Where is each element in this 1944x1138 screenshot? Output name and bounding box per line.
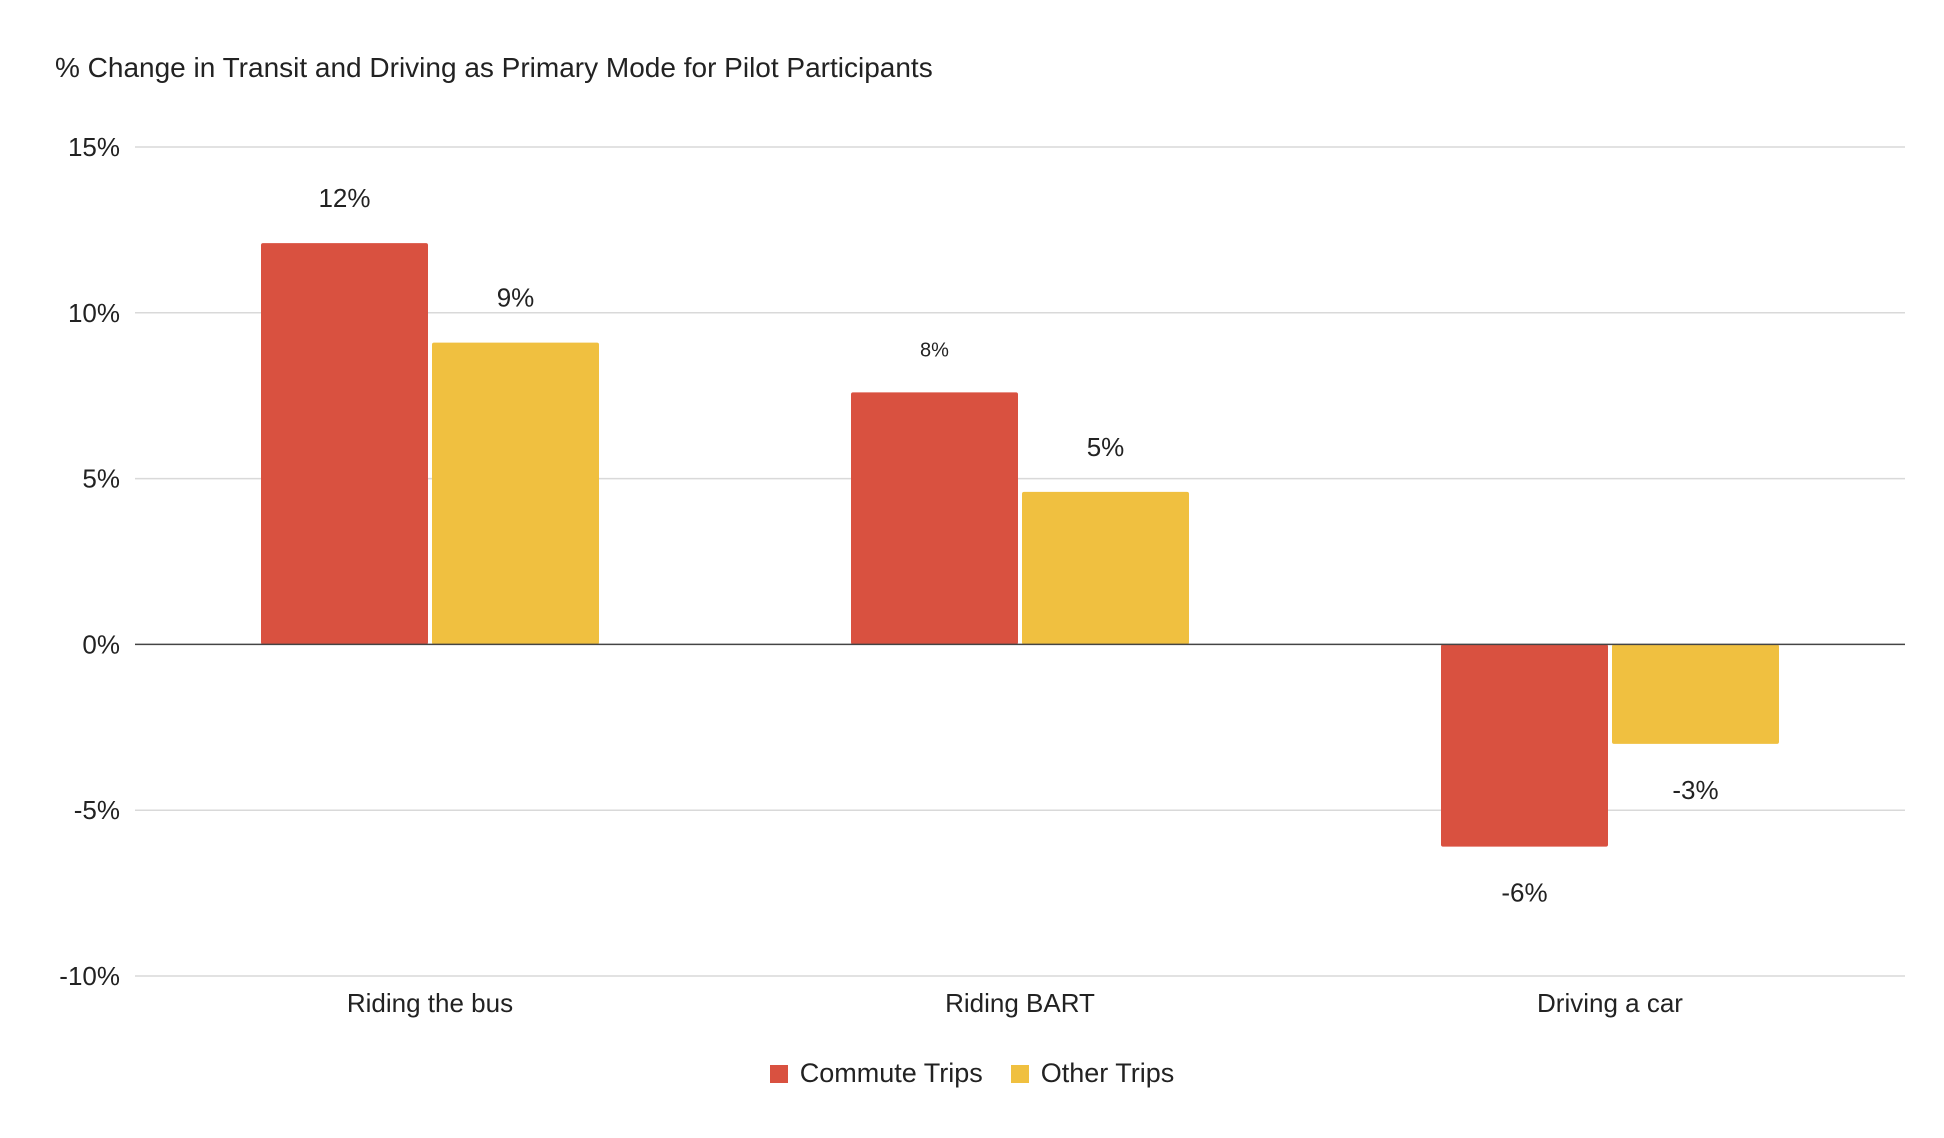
- chart-title: % Change in Transit and Driving as Prima…: [55, 52, 933, 83]
- data-label: 8%: [920, 339, 949, 361]
- bar-1-2: [1612, 644, 1779, 744]
- data-label: 12%: [318, 183, 370, 213]
- x-axis-ticks: Riding the bus Riding BART Driving a car: [347, 988, 1683, 1018]
- x-tick-label: Riding BART: [945, 988, 1095, 1018]
- legend-item: Commute Trips: [769, 1058, 983, 1089]
- data-label: -6%: [1501, 878, 1547, 908]
- x-tick-label: Riding the bus: [347, 988, 513, 1018]
- x-tick-label: Driving a car: [1537, 988, 1683, 1018]
- bar-0-2: [1441, 644, 1608, 847]
- bars: [261, 243, 1779, 847]
- y-tick-label: -10%: [59, 961, 120, 991]
- data-labels: 12% 9% 8% 5% -6% -3%: [318, 183, 1718, 908]
- y-axis-ticks: 15% 10% 5% 0% -5% -10%: [59, 132, 120, 991]
- legend-swatch: [1010, 1064, 1029, 1083]
- y-tick-label: 5%: [82, 464, 120, 494]
- legend-label: Commute Trips: [799, 1058, 983, 1088]
- bar-0-0: [261, 243, 428, 645]
- legend-label: Other Trips: [1040, 1058, 1175, 1088]
- legend: Commute Trips Other Trips: [0, 1058, 1944, 1089]
- legend-swatch: [769, 1064, 788, 1083]
- y-tick-label: 15%: [68, 132, 120, 162]
- bar-1-1: [1022, 491, 1189, 645]
- data-label: 9%: [497, 283, 535, 313]
- gridlines: [135, 146, 1905, 977]
- data-label: -3%: [1672, 775, 1718, 805]
- y-tick-label: -5%: [74, 795, 120, 825]
- y-tick-label: 0%: [82, 629, 120, 659]
- y-tick-label: 10%: [68, 298, 120, 328]
- legend-item: Other Trips: [1010, 1058, 1175, 1089]
- bar-0-1: [851, 392, 1018, 645]
- bar-1-0: [432, 342, 599, 645]
- data-label: 5%: [1087, 432, 1125, 462]
